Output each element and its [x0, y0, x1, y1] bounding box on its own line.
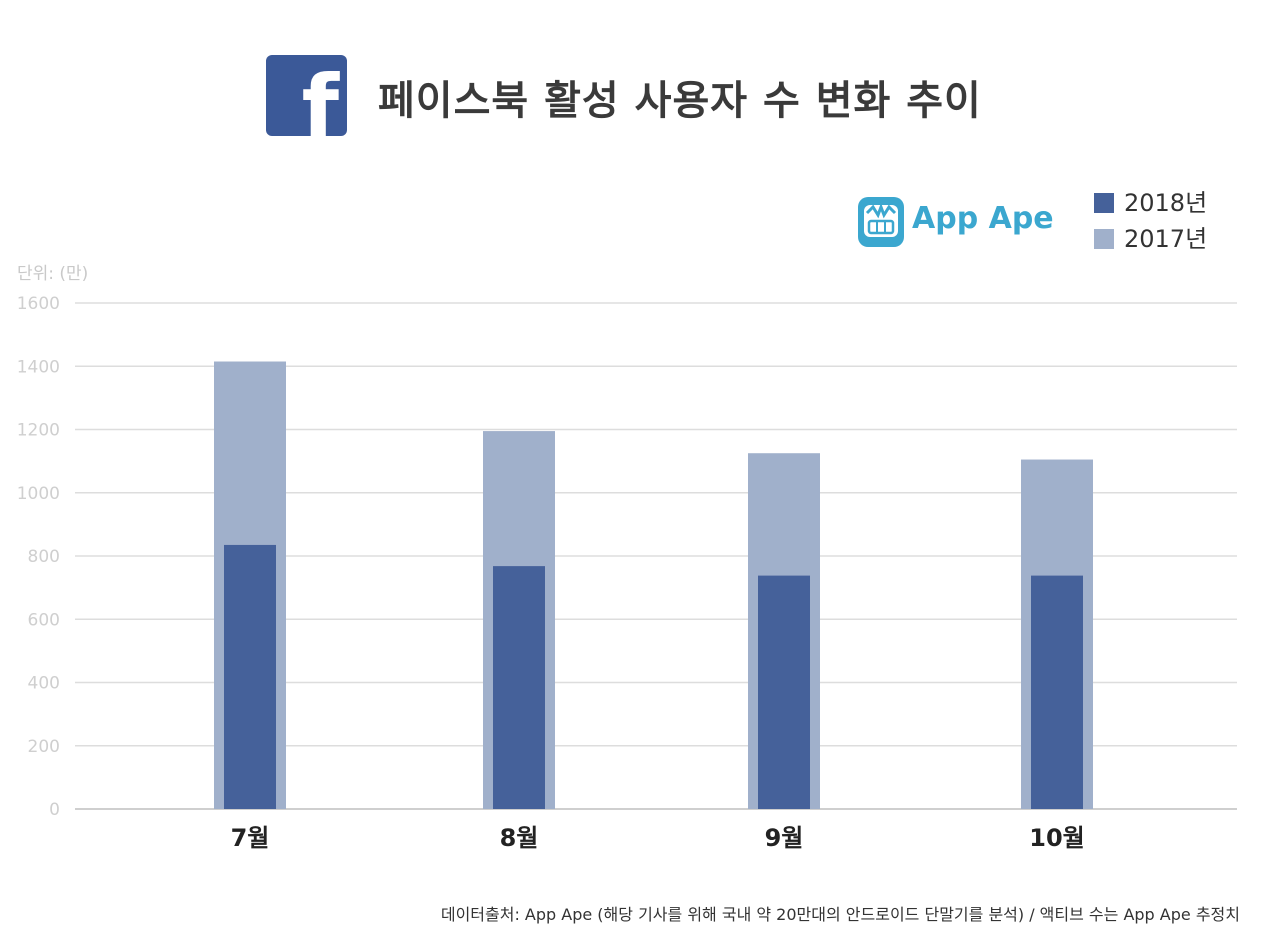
bar-2018: [1031, 575, 1083, 809]
x-category-label: 10월: [1029, 824, 1084, 852]
legend-label-2018: 2018년: [1124, 189, 1208, 217]
facebook-f-glyph: f: [301, 57, 339, 136]
x-category-label: 7월: [231, 824, 270, 852]
app-ape-mascot-icon: [858, 197, 904, 247]
y-tick-label: 400: [28, 674, 60, 694]
legend-swatch-2018: [1094, 193, 1114, 213]
y-tick-label: 600: [28, 610, 60, 630]
page-title: 페이스북 활성 사용자 수 변화 추이: [378, 78, 982, 124]
bar-2018: [224, 544, 276, 809]
y-tick-label: 0: [49, 800, 60, 820]
facebook-logo-icon: f: [266, 55, 347, 136]
y-tick-label: 800: [28, 547, 60, 567]
y-tick-label: 1400: [17, 357, 60, 377]
source-note: 데이터출처: App Ape (해당 기사를 위해 국내 약 20만대의 안드로…: [440, 905, 1240, 924]
x-category-label: 9월: [765, 824, 804, 852]
app-ape-wordmark: App Ape: [912, 201, 1054, 236]
bar-2018: [493, 566, 545, 809]
x-category-label: 8월: [500, 824, 539, 852]
y-tick-label: 200: [28, 737, 60, 757]
unit-label: 단위: (만): [17, 264, 89, 284]
y-tick-label: 1000: [17, 484, 60, 504]
legend-swatch-2017: [1094, 229, 1114, 249]
legend-label-2017: 2017년: [1124, 225, 1208, 253]
bar-chart: 0 200 400 600 800 1000 1200 1400 1600 7월 8월 9월 10월: [17, 294, 1237, 852]
bar-2018: [758, 575, 810, 809]
y-tick-label: 1200: [17, 421, 60, 441]
y-tick-label: 1600: [17, 294, 60, 314]
